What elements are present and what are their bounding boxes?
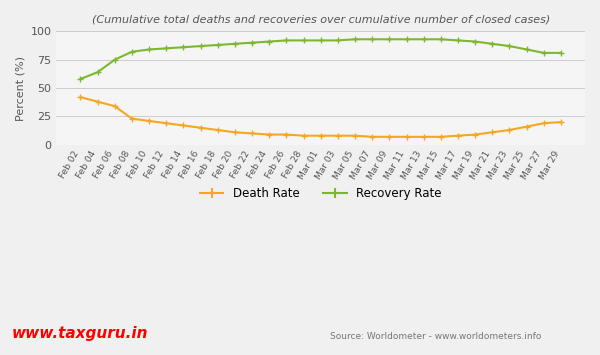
Legend: Death Rate, Recovery Rate: Death Rate, Recovery Rate	[195, 182, 446, 204]
Title: (Cumulative total deaths and recoveries over cumulative number of closed cases): (Cumulative total deaths and recoveries …	[92, 15, 550, 25]
Text: www.taxguru.in: www.taxguru.in	[12, 326, 149, 341]
Y-axis label: Percent (%): Percent (%)	[15, 55, 25, 121]
Text: Source: Worldometer - www.worldometers.info: Source: Worldometer - www.worldometers.i…	[330, 332, 541, 341]
